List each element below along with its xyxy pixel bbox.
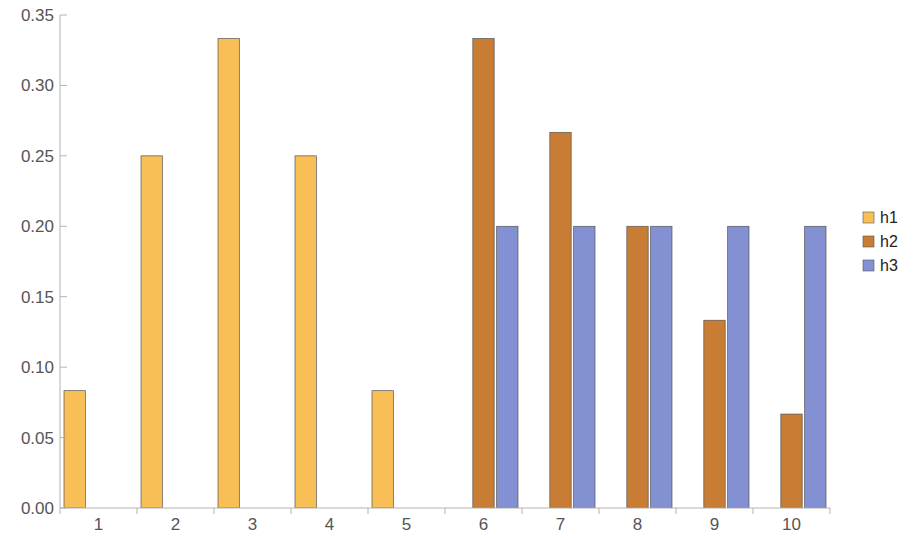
y-tick	[60, 226, 67, 227]
bar	[651, 226, 672, 508]
bar	[805, 226, 826, 508]
x-tick-label: 9	[710, 515, 719, 534]
bar	[781, 414, 802, 508]
bar	[218, 39, 239, 508]
x-separator	[830, 508, 831, 514]
x-tick-label: 8	[633, 515, 642, 534]
x-separator	[522, 508, 523, 514]
y-tick	[60, 155, 67, 156]
x-tick-label: 6	[479, 515, 488, 534]
x-tick-label: 2	[171, 515, 180, 534]
x-separator	[291, 508, 292, 514]
y-tick-label: 0.10	[21, 358, 54, 377]
legend-swatch	[863, 212, 874, 223]
y-tick	[60, 367, 67, 368]
x-separator	[676, 508, 677, 514]
bar	[728, 226, 749, 508]
bar	[64, 391, 85, 508]
x-separator	[753, 508, 754, 514]
x-separator	[137, 508, 138, 514]
y-tick	[60, 296, 67, 297]
y-tick	[60, 15, 67, 16]
bar	[574, 226, 595, 508]
x-separator	[368, 508, 369, 514]
legend-label: h1	[880, 209, 898, 226]
x-tick-label: 5	[402, 515, 411, 534]
y-tick-label: 0.20	[21, 217, 54, 236]
x-tick-label: 7	[556, 515, 565, 534]
legend-swatch	[863, 236, 874, 247]
bar	[473, 39, 494, 508]
x-tick-label: 1	[94, 515, 103, 534]
x-tick-label: 3	[248, 515, 257, 534]
y-tick	[60, 85, 67, 86]
x-tick-label: 4	[325, 515, 334, 534]
x-tick-label: 10	[782, 515, 801, 534]
bar	[627, 226, 648, 508]
y-tick	[60, 437, 67, 438]
x-separator	[599, 508, 600, 514]
legend-label: h2	[880, 233, 898, 250]
bar	[372, 391, 393, 508]
x-separator	[445, 508, 446, 514]
bar	[141, 156, 162, 508]
y-tick	[60, 508, 67, 509]
y-tick-label: 0.25	[21, 147, 54, 166]
y-tick-label: 0.15	[21, 288, 54, 307]
x-separator	[214, 508, 215, 514]
x-separator	[60, 508, 61, 514]
bar	[704, 320, 725, 508]
chart: 0.00 0.05 0.10 0.15 0.20 0.25 0.30 0.35 1 2 3 4 5 6 7 8…	[0, 0, 913, 538]
y-tick-label: 0.00	[21, 499, 54, 518]
legend-label: h3	[880, 257, 898, 274]
legend: h1 h2 h3	[863, 209, 898, 274]
y-axis	[60, 15, 61, 508]
bar	[550, 132, 571, 508]
y-tick-label: 0.30	[21, 76, 54, 95]
bar	[295, 156, 316, 508]
bars	[64, 39, 826, 508]
bar	[497, 226, 518, 508]
legend-swatch	[863, 260, 874, 271]
y-tick-label: 0.35	[21, 6, 54, 25]
y-tick-label: 0.05	[21, 429, 54, 448]
